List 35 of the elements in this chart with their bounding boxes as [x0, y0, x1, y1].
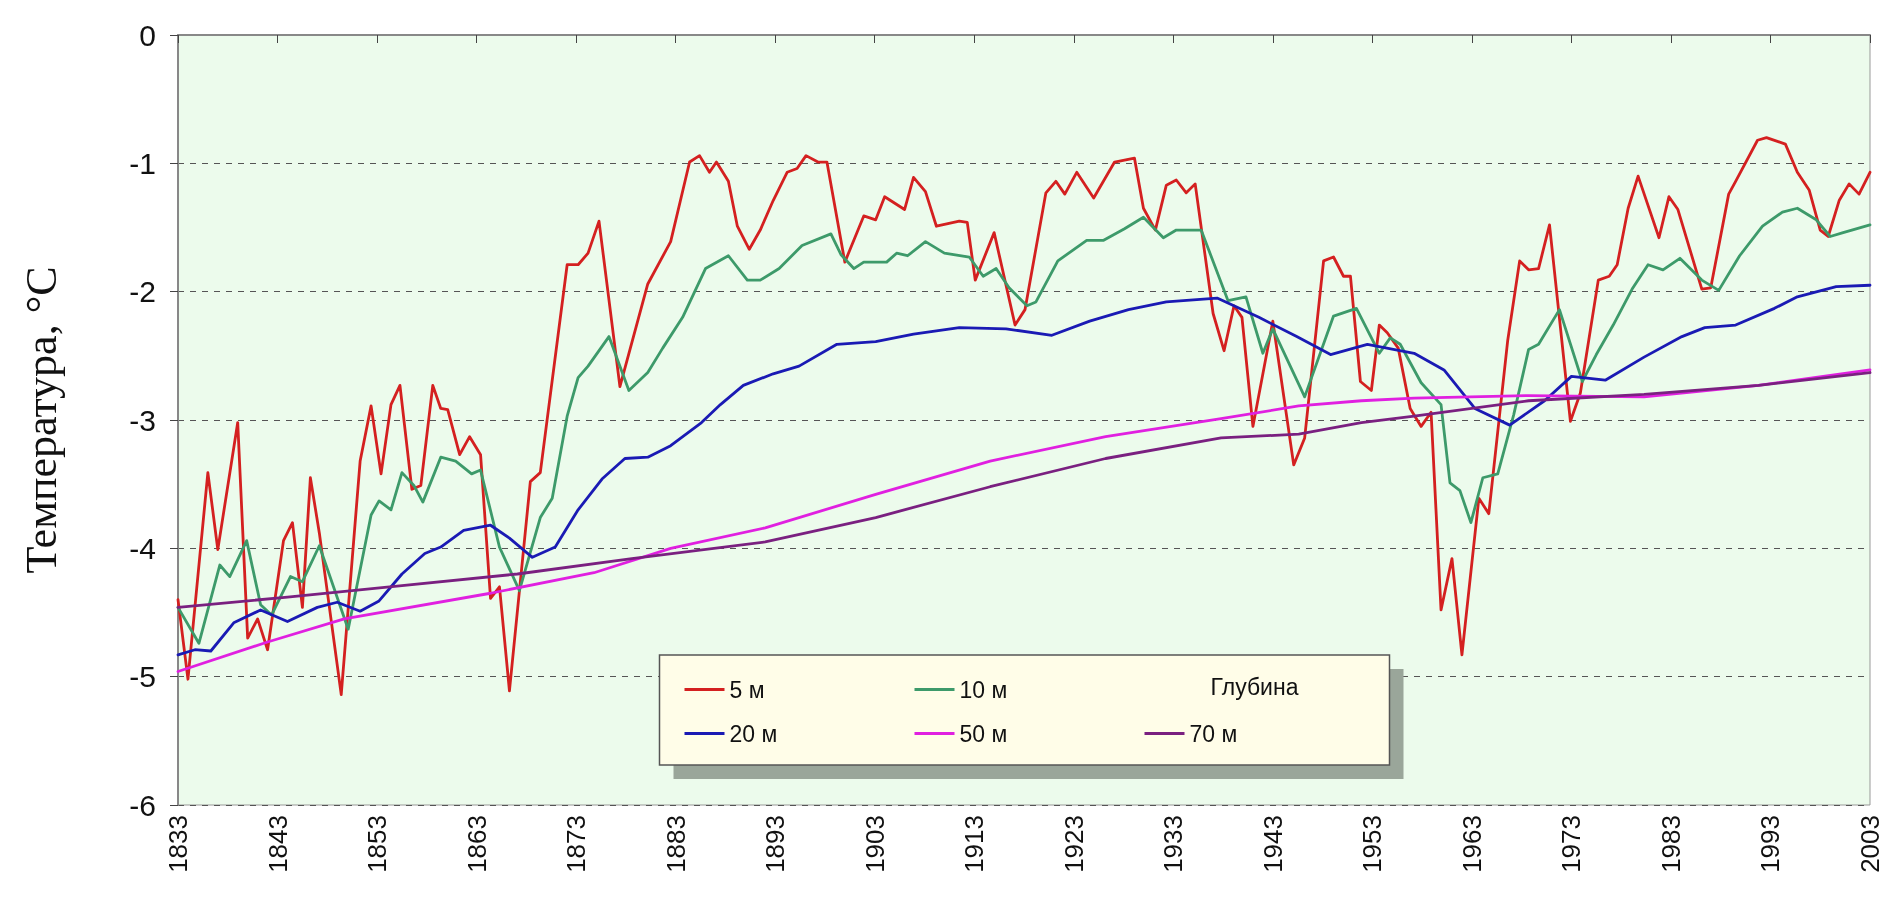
y-tick-label: -4 [129, 531, 156, 565]
x-tick-label: 1933 [1158, 815, 1189, 873]
x-tick-label: 1873 [561, 815, 592, 873]
legend-label: 10 м [959, 676, 1008, 703]
x-tick-label: 1943 [1257, 815, 1288, 873]
x-tick-label: 1993 [1755, 815, 1786, 873]
legend-label: 50 м [959, 720, 1008, 747]
line-series [176, 206, 1872, 645]
line-series [176, 371, 1872, 609]
x-tick-label: 1863 [461, 815, 492, 873]
y-axis-title: Температура, °C [16, 266, 66, 574]
x-tick-label: 1923 [1058, 815, 1089, 873]
legend-label: 70 м [1189, 720, 1238, 747]
x-tick-label: 1963 [1456, 815, 1487, 873]
line-series [176, 283, 1872, 657]
x-tick-label: 1913 [959, 815, 990, 873]
x-tick-label: 1903 [859, 815, 890, 873]
y-tick-label: -6 [129, 788, 156, 822]
x-tick-label: 2003 [1855, 815, 1885, 873]
x-tick-label: 1833 [163, 815, 193, 873]
x-tick-label: 1953 [1357, 815, 1388, 873]
y-tick-label: 0 [139, 18, 156, 52]
y-tick-label: -1 [129, 146, 156, 180]
y-tick-label: -2 [129, 275, 156, 309]
x-tick-label: 1983 [1655, 815, 1686, 873]
legend-label: 5 м [729, 676, 765, 703]
x-tick-label: 1973 [1556, 815, 1587, 873]
x-tick-label: 1853 [362, 815, 393, 873]
y-tick-label: -3 [129, 403, 156, 437]
x-tick-label: 1893 [760, 815, 791, 873]
legend-label: 20 м [729, 720, 778, 747]
x-tick-label: 1883 [660, 815, 691, 873]
x-tick-label: 1843 [262, 815, 293, 873]
y-tick-label: -5 [129, 660, 156, 694]
legend-title: Глубина [1210, 674, 1299, 700]
